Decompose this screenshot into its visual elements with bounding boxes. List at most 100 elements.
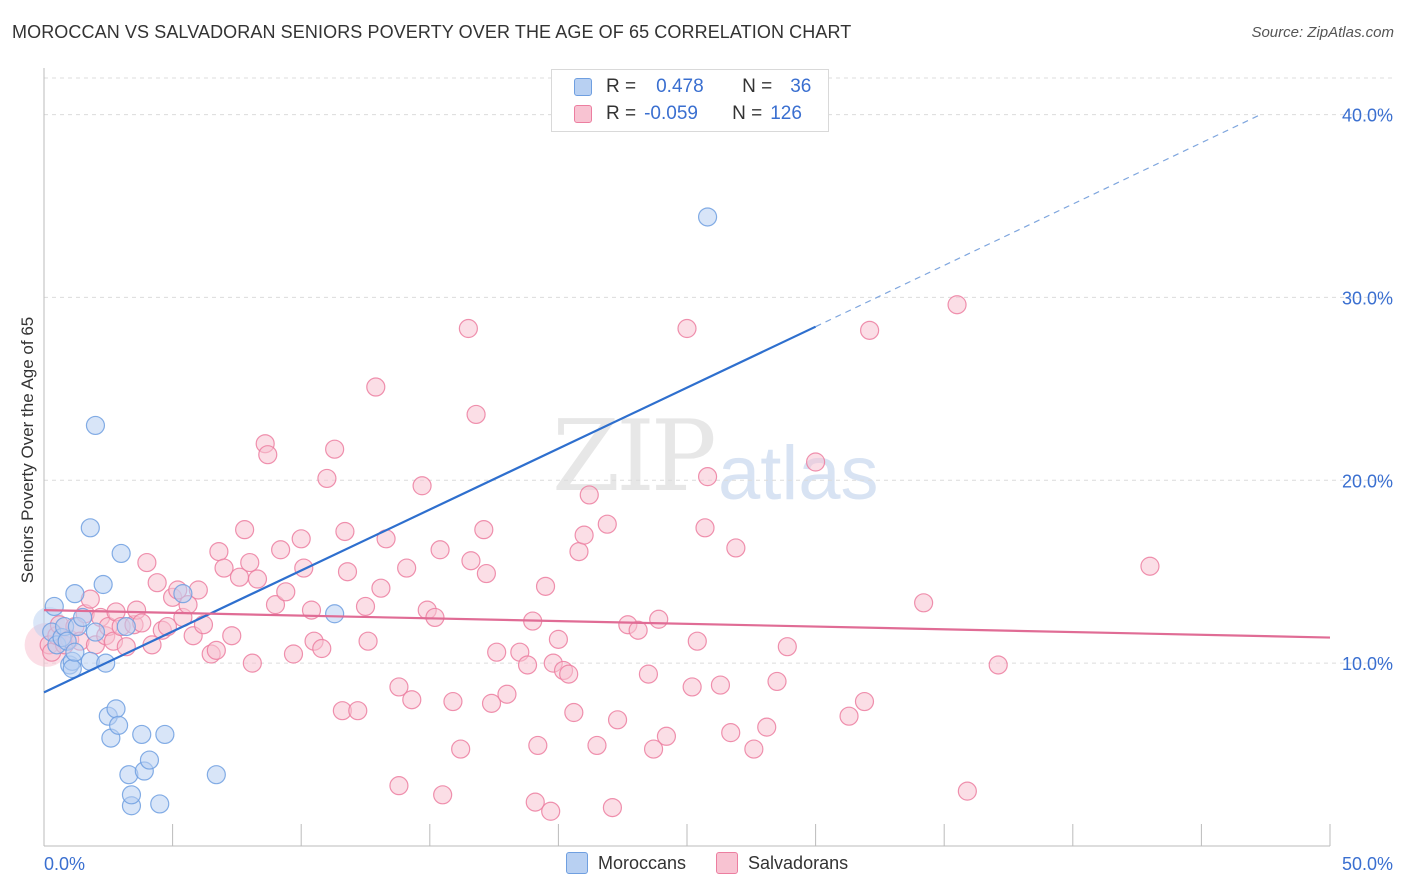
data-point (602, 797, 623, 818)
chart-title: MOROCCAN VS SALVADORAN SENIORS POVERTY O… (12, 22, 852, 42)
data-points (24, 207, 1160, 821)
stats-legend: R = 0.478 N = 36 R = -0.059 N = 126 (551, 69, 829, 132)
data-point (65, 642, 85, 662)
data-point (569, 541, 589, 562)
data-point (744, 739, 764, 759)
data-point (397, 558, 417, 578)
data-point (121, 785, 142, 805)
data-point (206, 765, 226, 785)
data-point (854, 691, 875, 712)
data-point (548, 629, 569, 649)
data-point (325, 604, 345, 624)
data-point (474, 520, 494, 540)
data-point (366, 377, 386, 397)
data-point (235, 520, 255, 540)
data-point (587, 735, 607, 756)
data-point (433, 785, 453, 805)
legend-item-salvadorans[interactable]: Salvadorans (716, 852, 848, 874)
data-point (638, 664, 659, 684)
data-point (72, 607, 93, 628)
data-point (726, 538, 746, 558)
stats-n-value: 36 (790, 76, 812, 97)
data-point (371, 578, 391, 598)
x-tick-label: 50.0% (1342, 854, 1393, 874)
data-point (687, 631, 707, 651)
data-point (301, 600, 322, 620)
legend-label-moroccans: Moroccans (598, 852, 687, 873)
stats-n-label: N = (732, 103, 763, 124)
data-point (312, 638, 332, 659)
legend-swatch-moroccans (566, 852, 588, 874)
data-point (461, 551, 481, 571)
data-point (214, 558, 234, 578)
data-point (137, 552, 157, 573)
data-point (607, 710, 628, 730)
chart-source: Source: ZipAtlas.com (1251, 24, 1394, 41)
data-point (258, 445, 278, 465)
data-point (348, 701, 368, 721)
data-point (628, 620, 648, 640)
data-point (222, 626, 242, 646)
data-point (988, 655, 1008, 675)
data-point (85, 415, 106, 436)
data-point (697, 467, 718, 487)
data-point (656, 726, 677, 746)
data-point (535, 576, 556, 596)
data-point (132, 724, 152, 745)
data-point (155, 724, 175, 745)
data-point (574, 525, 594, 545)
data-point (1140, 556, 1160, 576)
data-point (412, 476, 432, 496)
data-point (85, 622, 106, 642)
data-point (193, 615, 214, 635)
data-point (139, 750, 160, 770)
data-point (147, 573, 167, 593)
y-tick-label: 20.0% (1342, 471, 1393, 491)
data-point (389, 677, 409, 697)
data-point (93, 574, 113, 595)
legend-item-moroccans[interactable]: Moroccans (566, 852, 686, 874)
y-tick-label: 10.0% (1342, 654, 1393, 674)
axes (43, 68, 1331, 847)
data-point (914, 593, 934, 613)
trend-line-moroccans (43, 325, 817, 694)
data-point (597, 514, 617, 534)
stats-n-label: N = (742, 76, 773, 97)
legend-swatch-salvadorans (716, 852, 739, 874)
data-point (294, 558, 314, 578)
data-point (116, 616, 136, 637)
stats-r-label: R = (606, 76, 637, 97)
data-point (677, 318, 697, 339)
data-point (839, 706, 859, 726)
data-point (497, 684, 517, 704)
data-point (481, 693, 502, 713)
y-tick-label: 30.0% (1342, 288, 1393, 308)
data-point (487, 642, 507, 662)
data-point (564, 702, 584, 723)
watermark-atlas: atlas (718, 431, 879, 516)
data-point (710, 675, 731, 695)
data-point (517, 655, 538, 675)
data-point (559, 664, 579, 684)
data-point (579, 485, 599, 505)
x-tick-label: 0.0% (44, 854, 85, 874)
y-tick-label: 40.0% (1342, 106, 1393, 126)
trend-lines (43, 114, 1331, 694)
data-point (525, 792, 545, 812)
data-point (757, 717, 777, 737)
data-point (271, 540, 291, 560)
data-point (767, 671, 787, 692)
data-point (451, 739, 471, 759)
data-point (947, 295, 967, 315)
stats-r-label: R = (606, 103, 637, 124)
data-point (458, 318, 478, 339)
tick-labels: 10.0% 20.0% 30.0% 40.0% 0.0% 50.0% (44, 106, 1393, 874)
data-point (697, 207, 718, 227)
data-point (44, 596, 64, 617)
data-point (265, 595, 286, 615)
trend-line-salvadorans (43, 609, 1331, 639)
stats-r-value: -0.059 (644, 103, 698, 124)
data-point (209, 541, 229, 562)
data-point (805, 452, 826, 472)
data-point (643, 739, 664, 759)
